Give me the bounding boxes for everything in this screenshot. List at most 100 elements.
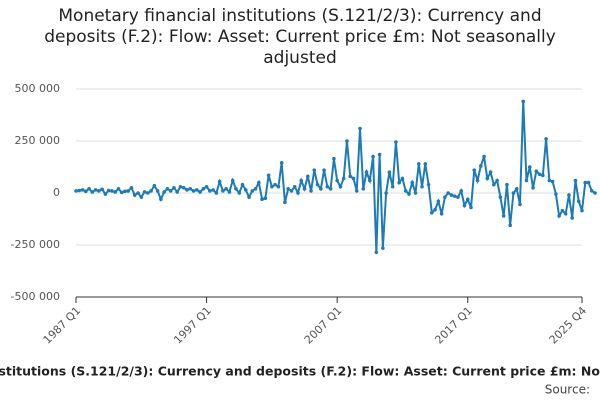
data-point [110, 189, 114, 193]
data-point [423, 162, 428, 166]
data-point [446, 191, 450, 195]
data-point [514, 187, 519, 191]
data-point [224, 187, 228, 191]
data-point [573, 178, 578, 183]
data-point [449, 193, 454, 197]
data-point [537, 172, 542, 177]
data-point [178, 184, 183, 189]
data-point [208, 189, 212, 193]
data-point [589, 189, 594, 193]
data-point [217, 179, 222, 184]
data-point [185, 188, 189, 192]
y-tick-label: 0 [53, 186, 60, 199]
data-point [492, 182, 496, 187]
data-point [305, 174, 310, 179]
data-point [221, 189, 225, 193]
data-point [106, 188, 111, 193]
data-point [335, 178, 339, 183]
data-point [328, 187, 333, 191]
data-point [348, 174, 353, 179]
data-point [550, 179, 555, 184]
data-point [139, 195, 144, 199]
data-point [501, 214, 506, 218]
data-point [90, 190, 95, 194]
data-point [534, 169, 539, 173]
data-point [273, 182, 277, 187]
data-point [257, 180, 261, 185]
data-point [152, 183, 157, 188]
data-point [83, 189, 88, 194]
data-point [560, 208, 565, 213]
data-point [237, 191, 242, 195]
data-point [77, 188, 82, 193]
data-point [400, 176, 405, 181]
data-point [576, 199, 581, 204]
data-point [371, 154, 375, 159]
data-point [345, 139, 349, 143]
data-point [283, 200, 287, 205]
data-point [570, 216, 575, 220]
data-point [325, 184, 330, 189]
data-point [289, 189, 294, 193]
data-point [87, 187, 91, 191]
data-point [364, 170, 369, 174]
data-point [74, 189, 78, 193]
data-point [243, 188, 248, 192]
data-point [198, 190, 202, 194]
data-point [168, 189, 173, 193]
data-point [407, 192, 411, 196]
data-point [593, 191, 597, 195]
data-point [374, 250, 379, 255]
data-point [240, 182, 245, 187]
data-point [234, 187, 238, 191]
data-point [165, 187, 170, 191]
x-tick-label: 2007 Q1 [302, 304, 345, 347]
data-point [381, 246, 385, 250]
data-point [129, 186, 134, 190]
data-point [338, 184, 343, 189]
data-point [397, 180, 401, 185]
data-point [312, 168, 317, 172]
data-point [146, 191, 150, 195]
source: Source: [545, 383, 590, 397]
data-point [557, 214, 561, 218]
data-point [175, 190, 179, 194]
data-point [368, 178, 372, 183]
data-point [541, 173, 545, 178]
data-point [276, 184, 281, 189]
data-point [332, 156, 336, 161]
chart-title: Monetary financial institutions (S.121/2… [44, 6, 556, 68]
data-point [547, 178, 552, 183]
data-point [475, 178, 480, 183]
data-point [443, 195, 447, 199]
data-point [227, 190, 232, 194]
data-point [136, 191, 140, 195]
data-point [315, 182, 320, 187]
data-point [521, 99, 526, 104]
data-point [155, 189, 160, 193]
data-point [341, 176, 346, 181]
data-point [462, 203, 467, 208]
data-point [580, 208, 584, 213]
data-point [119, 190, 124, 195]
data-point [354, 189, 359, 193]
data-point [472, 168, 477, 172]
data-point [479, 164, 483, 168]
x-tick-label: 1997 Q1 [171, 304, 214, 347]
data-point [270, 184, 274, 189]
data-point [299, 178, 304, 183]
x-tick-label: 2017 Q1 [432, 304, 475, 347]
x-tick-label: 1987 Q1 [41, 304, 84, 347]
data-point [230, 178, 235, 183]
data-point [413, 191, 418, 195]
data-point [459, 189, 464, 193]
data-point [266, 173, 271, 178]
data-point [279, 161, 284, 165]
data-point [149, 189, 153, 193]
data-point [188, 187, 193, 191]
data-point [430, 210, 434, 215]
data-point [567, 193, 571, 197]
data-point [485, 176, 490, 181]
y-tick-label: -250 000 [11, 238, 60, 251]
